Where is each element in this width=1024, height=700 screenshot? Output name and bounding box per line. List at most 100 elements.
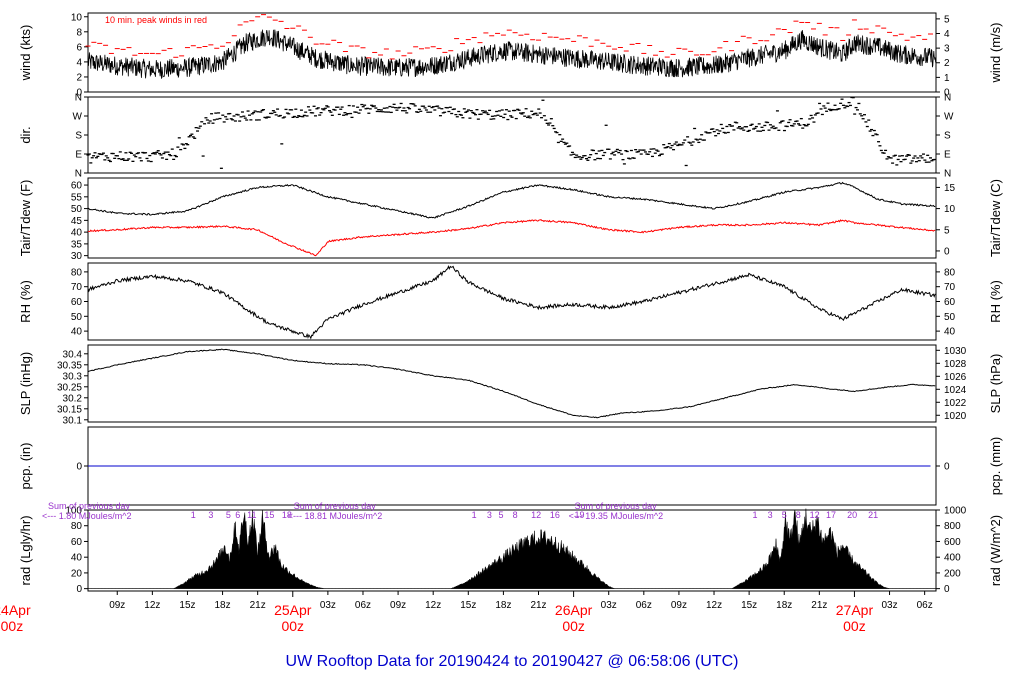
rh-ytick-label: 60 xyxy=(71,297,83,308)
rad-day-summary-value: <--- 1.80 MJoules/m^2 xyxy=(42,511,132,521)
rh-ytick-label: 70 xyxy=(71,282,83,293)
date-label-day: 25Apr xyxy=(274,602,312,618)
rh-ytick-label-right: 40 xyxy=(944,327,956,338)
dir-ytick-label-right: E xyxy=(944,150,951,161)
rad-hour-mark: 3 xyxy=(487,510,492,520)
x-tick-label: 06z xyxy=(355,600,371,611)
rh-ytick-label: 80 xyxy=(71,267,83,278)
slp-ytick-label: 30.25 xyxy=(57,382,82,393)
rad-hour-mark: 15 xyxy=(264,510,274,520)
slp-ylabel-right: SLP (hPa) xyxy=(988,354,1003,414)
date-label-day: 26Apr xyxy=(555,602,593,618)
tair-series xyxy=(87,181,936,219)
slp-ytick-label: 30.15 xyxy=(57,404,82,415)
temp-ytick-label: 60 xyxy=(71,181,83,192)
dir-ytick-label-right: N xyxy=(944,169,951,180)
x-tick-label: 18z xyxy=(215,600,231,611)
dir-ytick-label-right: N xyxy=(944,93,951,104)
dir-panel-frame xyxy=(87,96,937,174)
pcp-ytick-label: 0 xyxy=(76,462,82,473)
rad-hour-mark: 5 xyxy=(782,510,787,520)
x-tick-label: 12z xyxy=(425,600,441,611)
slp-ytick-label: 30.35 xyxy=(57,360,82,371)
slp-ytick-label-right: 1022 xyxy=(944,398,967,409)
wind-ytick-label: 2 xyxy=(76,72,82,83)
rad-hour-mark: 21 xyxy=(868,510,878,520)
rh-ytick-label: 50 xyxy=(71,312,83,323)
rad-day-summary-value: <--- 19.35 MJoules/m^2 xyxy=(569,511,664,521)
rad-ytick-label-right: 400 xyxy=(944,553,961,564)
rad-panel-frame xyxy=(87,509,937,592)
dir-ytick-label-right: W xyxy=(944,112,954,123)
slp-ytick-label: 30.3 xyxy=(63,371,83,382)
slp-panel-frame xyxy=(87,344,937,423)
slp-ytick-label-right: 1028 xyxy=(944,359,967,370)
slp-ytick-label: 30.2 xyxy=(63,393,83,404)
rad-hour-mark: 3 xyxy=(208,510,213,520)
temp-ylabel: Tair/Tdew (F) xyxy=(18,180,33,257)
temp-ytick-label-right: 5 xyxy=(944,225,950,236)
pcp-ylabel-right: pcp. (mm) xyxy=(988,437,1003,496)
slp-ytick-label: 30.1 xyxy=(63,415,83,426)
dir-ytick-label: W xyxy=(73,112,83,123)
rad-hour-mark: 8 xyxy=(513,510,518,520)
rad-hour-mark: 12 xyxy=(531,510,541,520)
rh-ytick-label-right: 60 xyxy=(944,297,956,308)
pcp-ytick-label-right: 0 xyxy=(944,462,950,473)
x-tick-label: 09z xyxy=(109,600,125,611)
x-tick-label: 06z xyxy=(917,600,933,611)
dir-ytick-label: E xyxy=(75,150,82,161)
wind-ytick-label: 8 xyxy=(76,27,82,38)
pcp-ylabel: pcp. (in) xyxy=(18,443,33,490)
slp-ytick-label-right: 1020 xyxy=(944,411,967,422)
rad-ytick-label-right: 600 xyxy=(944,537,961,548)
rad-hour-mark: 8 xyxy=(796,510,801,520)
wind-annotation: 10 min. peak winds in red xyxy=(105,15,207,25)
rh-ytick-label-right: 80 xyxy=(944,267,956,278)
rad-hour-mark: 1 xyxy=(752,510,757,520)
chart-title: UW Rooftop Data for 20190424 to 20190427… xyxy=(286,653,739,670)
x-tick-label: 03z xyxy=(881,600,897,611)
rad-hour-mark: 5 xyxy=(226,510,231,520)
rad-hour-mark: 6 xyxy=(235,510,240,520)
rh-ylabel-right: RH (%) xyxy=(988,280,1003,323)
temp-ytick-label: 55 xyxy=(71,192,83,203)
wind-panel-frame xyxy=(87,12,937,93)
rad-hour-mark: 17 xyxy=(826,510,836,520)
dir-ylabel: dir. xyxy=(18,126,33,143)
rad-hour-mark: 3 xyxy=(768,510,773,520)
temp-ytick-label: 50 xyxy=(71,204,83,215)
rad-hour-mark: 12 xyxy=(810,510,820,520)
wind-ytick-label-right: 0 xyxy=(944,88,950,99)
rad-ytick-label: 60 xyxy=(71,537,83,548)
dir-ytick-label: N xyxy=(75,93,82,104)
date-label-day: 24Apr xyxy=(0,602,31,618)
temp-ytick-label: 40 xyxy=(71,228,83,239)
x-tick-label: 21z xyxy=(250,600,266,611)
wind-ytick-label: 10 xyxy=(71,12,83,23)
x-tick-label: 03z xyxy=(601,600,617,611)
rad-series xyxy=(87,508,937,589)
slp-ytick-label-right: 1026 xyxy=(944,372,967,383)
x-tick-label: 12z xyxy=(144,600,160,611)
wind-ytick-label: 6 xyxy=(76,42,82,53)
rad-ytick-label: 100 xyxy=(65,506,82,517)
wind-ytick-label: 4 xyxy=(76,57,82,68)
rad-day-summary-value: <--- 18.81 MJoules/m^2 xyxy=(288,511,383,521)
x-tick-label: 06z xyxy=(636,600,652,611)
rad-ylabel-right: rad (W/m^2) xyxy=(988,515,1003,586)
wind-ytick-label-right: 4 xyxy=(944,29,950,40)
wind-ytick-label-right: 3 xyxy=(944,44,950,55)
x-tick-label: 18z xyxy=(776,600,792,611)
date-label-hour: 00z xyxy=(1,618,24,634)
rad-ytick-label-right: 800 xyxy=(944,521,961,532)
rad-day-summary-title: Sum of previous day xyxy=(48,501,131,511)
slp-ytick-label-right: 1024 xyxy=(944,385,967,396)
dir-ytick-label: N xyxy=(75,169,82,180)
rad-ytick-label: 40 xyxy=(71,553,83,564)
slp-ylabel: SLP (inHg) xyxy=(18,352,33,415)
date-label-hour: 00z xyxy=(562,618,585,634)
rad-hour-mark: 5 xyxy=(499,510,504,520)
rh-ylabel: RH (%) xyxy=(18,280,33,323)
wind-ytick-label-right: 1 xyxy=(944,73,950,84)
